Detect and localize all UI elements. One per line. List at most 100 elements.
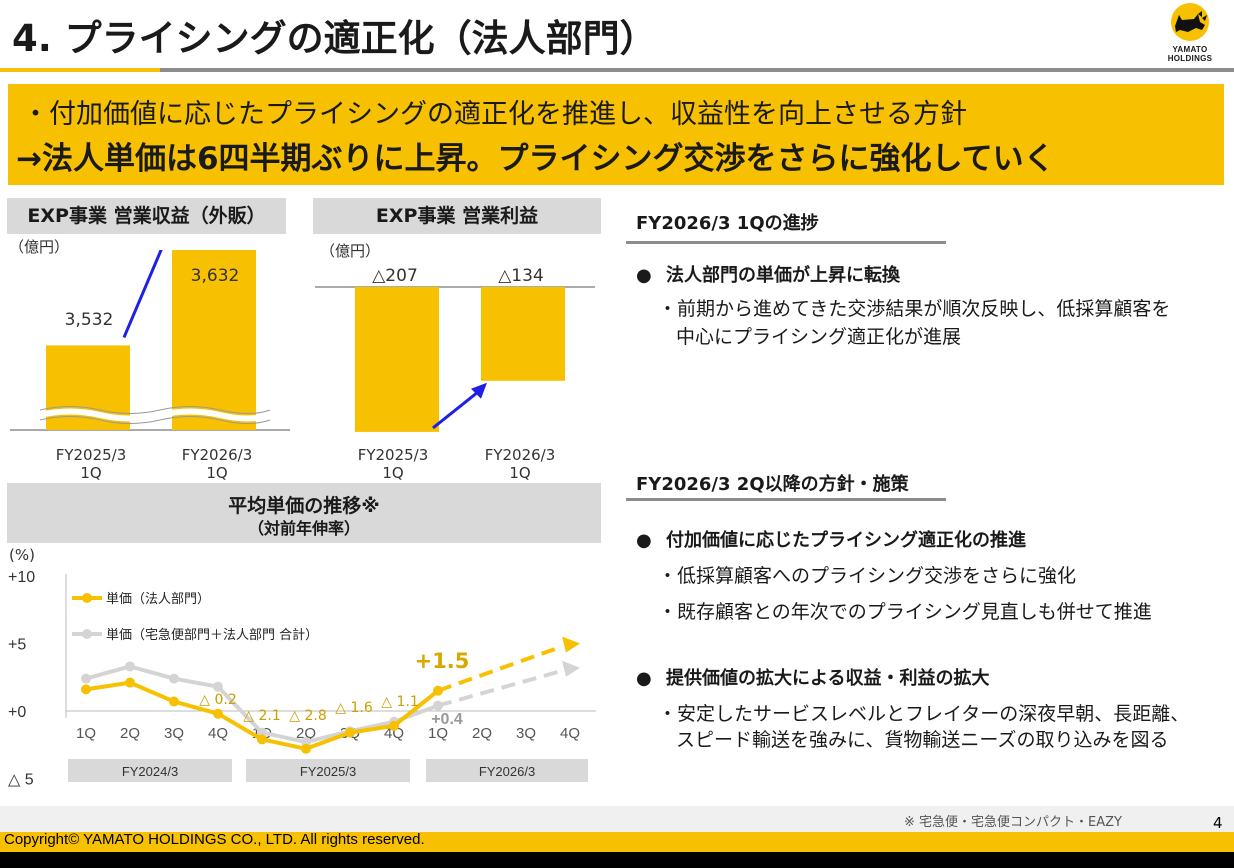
progress-section-title: FY2026/3 1Qの進捗 (636, 213, 819, 234)
corporate-price-point (301, 743, 311, 754)
revenue-value-label: 3,632 (190, 266, 240, 286)
summary-line-1: ・付加価値に応じたプライシングの適正化を推進し、収益性を向上させる方針 (22, 99, 967, 130)
black-cat-icon (1171, 3, 1209, 41)
fiscal-year-band (246, 759, 410, 782)
fiscal-year-label: FY2025/3 (300, 764, 356, 779)
corporate-price-point (257, 734, 267, 745)
fiscal-year-label: FY2024/3 (122, 764, 178, 779)
title-divider (0, 68, 1234, 72)
footnote: ※ 宅急便・宅急便コンパクト・EAZY (904, 815, 1122, 830)
policy-detail-line: ・安定したサービスレベルとフレイターの深夜早朝、長距離、 (658, 703, 1190, 725)
legend-label: 単価（法人部門） (106, 591, 210, 607)
bullet-dot-icon: ● (636, 530, 652, 551)
corporate-price-point (125, 677, 135, 688)
policy-section-title: FY2026/3 2Q以降の方針・施策 (636, 474, 909, 495)
axis-break-mark (39, 408, 271, 422)
policy-detail-line: スピード輸送を強みに、貨物輸送ニーズの取り込みを図る (676, 729, 1169, 751)
total-price-point (81, 673, 91, 684)
revenue-category-label: FY2026/3 1Q (181, 446, 253, 482)
total-price-point (125, 661, 135, 672)
policy-detail-line: ・低採算顧客へのプライシング交渉をさらに強化 (658, 565, 1077, 587)
x-tick-label: 3Q (516, 725, 536, 742)
footer-accent-bar (0, 832, 1234, 852)
fiscal-year-label: FY2026/3 (479, 764, 535, 779)
legend-marker (82, 629, 92, 639)
forecast-arrow-icon (562, 636, 580, 653)
x-tick-label: 3Q (164, 725, 184, 742)
policy-bullet: ● 提供価値の拡大による収益・利益の拡大 (636, 668, 990, 689)
bullet-dot-icon: ● (636, 265, 652, 286)
price-line-chart: +10+5+0△ 51Q2Q3Q4Q1Q2Q3Q4Q1Q2Q3Q4QFY2024… (8, 569, 596, 789)
corporate-price-point (81, 684, 91, 695)
profit-bar (481, 287, 565, 381)
corporate-price-point (213, 708, 223, 719)
fiscal-year-band (426, 759, 588, 782)
bullet-dot-icon: ● (636, 668, 652, 689)
corporate-data-label: △ 2.8 (289, 708, 326, 724)
revenue-unit-label: （億円） (9, 238, 70, 256)
copyright: Copyright© YAMATO HOLDINGS CO., LTD. All… (4, 831, 425, 848)
progress-bullet: ● 法人部門の単価が上昇に転換 (636, 265, 900, 286)
progress-detail-line: ・前期から進めてきた交渉結果が順次反映し、低採算顧客を (658, 298, 1171, 320)
section-divider (626, 498, 946, 501)
progress-detail-line: 中心にプライシング適正化が進展 (676, 326, 962, 348)
price-chart-title-box: 平均単価の推移※ （対前年伸率） (7, 483, 601, 543)
price-chart-subtitle: （対前年伸率） (247, 519, 360, 538)
profit-chart-title: EXP事業 営業利益 (313, 198, 601, 234)
logo-text-yamato: YAMATO (1172, 45, 1208, 54)
summary-line-2: →法人単価は6四半期ぶりに上昇。プライシング交渉をさらに強化していく (16, 141, 1055, 177)
corporate-data-label: △ 1.6 (335, 700, 373, 716)
profit-category-label: FY2026/3 1Q (484, 446, 556, 482)
corporate-data-label: △ 1.1 (381, 694, 418, 710)
price-chart-title: 平均単価の推移※ (228, 495, 380, 517)
revenue-value-label: 3,532 (64, 310, 114, 330)
axis-break-mark (39, 406, 271, 414)
revenue-bar (172, 250, 256, 430)
page-number: 4 (1213, 814, 1223, 832)
total-price-point (213, 681, 223, 692)
policy-detail-line: ・既存顧客との年次でのプライシング見直しも併せて推進 (658, 601, 1152, 623)
corporate-price-point (345, 727, 355, 738)
section-divider (626, 241, 946, 244)
x-tick-label: 2Q (296, 725, 316, 742)
total-price-point (169, 673, 179, 684)
profit-unit-label: （億円） (320, 242, 381, 260)
x-tick-label: 2Q (120, 725, 140, 742)
x-tick-label: 2Q (472, 725, 492, 742)
improvement-arrow (432, 391, 478, 430)
revenue-category-label: FY2025/3 1Q (55, 446, 127, 482)
corporate-data-label: △ 0.2 (199, 692, 236, 708)
profit-value-label: △134 (498, 266, 544, 286)
profit-value-label: △207 (372, 266, 418, 286)
legend-label: 単価（宅急便部門＋法人部門 合計） (106, 627, 318, 643)
title-accent-bar (0, 68, 160, 72)
y-tick-label: +10 (8, 569, 35, 586)
corporate-data-label: △ 2.1 (243, 708, 280, 724)
x-tick-label: 1Q (428, 725, 448, 742)
y-tick-label: +5 (8, 637, 26, 654)
x-tick-label: 4Q (208, 725, 228, 742)
footer-band (0, 806, 1234, 832)
corporate-price-point (169, 696, 179, 707)
corporate-data-label: +1.5 (415, 649, 470, 673)
x-tick-label: 4Q (384, 725, 404, 742)
increase-arrow (122, 250, 163, 338)
logo-text-holdings: HOLDINGS (1167, 54, 1213, 63)
price-unit-label: (%) (9, 546, 35, 564)
profit-chart (315, 286, 595, 432)
total-data-label: +0.4 (431, 711, 463, 728)
y-tick-label: △ 5 (8, 772, 34, 789)
company-logo: YAMATO HOLDINGS (1158, 2, 1222, 64)
summary-banner (8, 84, 1224, 185)
x-tick-label: 4Q (560, 725, 580, 742)
fiscal-year-band (68, 759, 232, 782)
revenue-chart (10, 250, 290, 431)
footer-black-bar (0, 852, 1234, 868)
y-tick-label: +0 (8, 704, 26, 721)
legend-marker (82, 593, 92, 603)
revenue-chart-title: EXP事業 営業収益（外販） (7, 198, 286, 234)
profit-category-label: FY2025/3 1Q (357, 446, 429, 482)
forecast-arrow-icon (562, 660, 580, 677)
total-forecast-line (437, 668, 563, 708)
arrow-head-icon (471, 382, 487, 399)
